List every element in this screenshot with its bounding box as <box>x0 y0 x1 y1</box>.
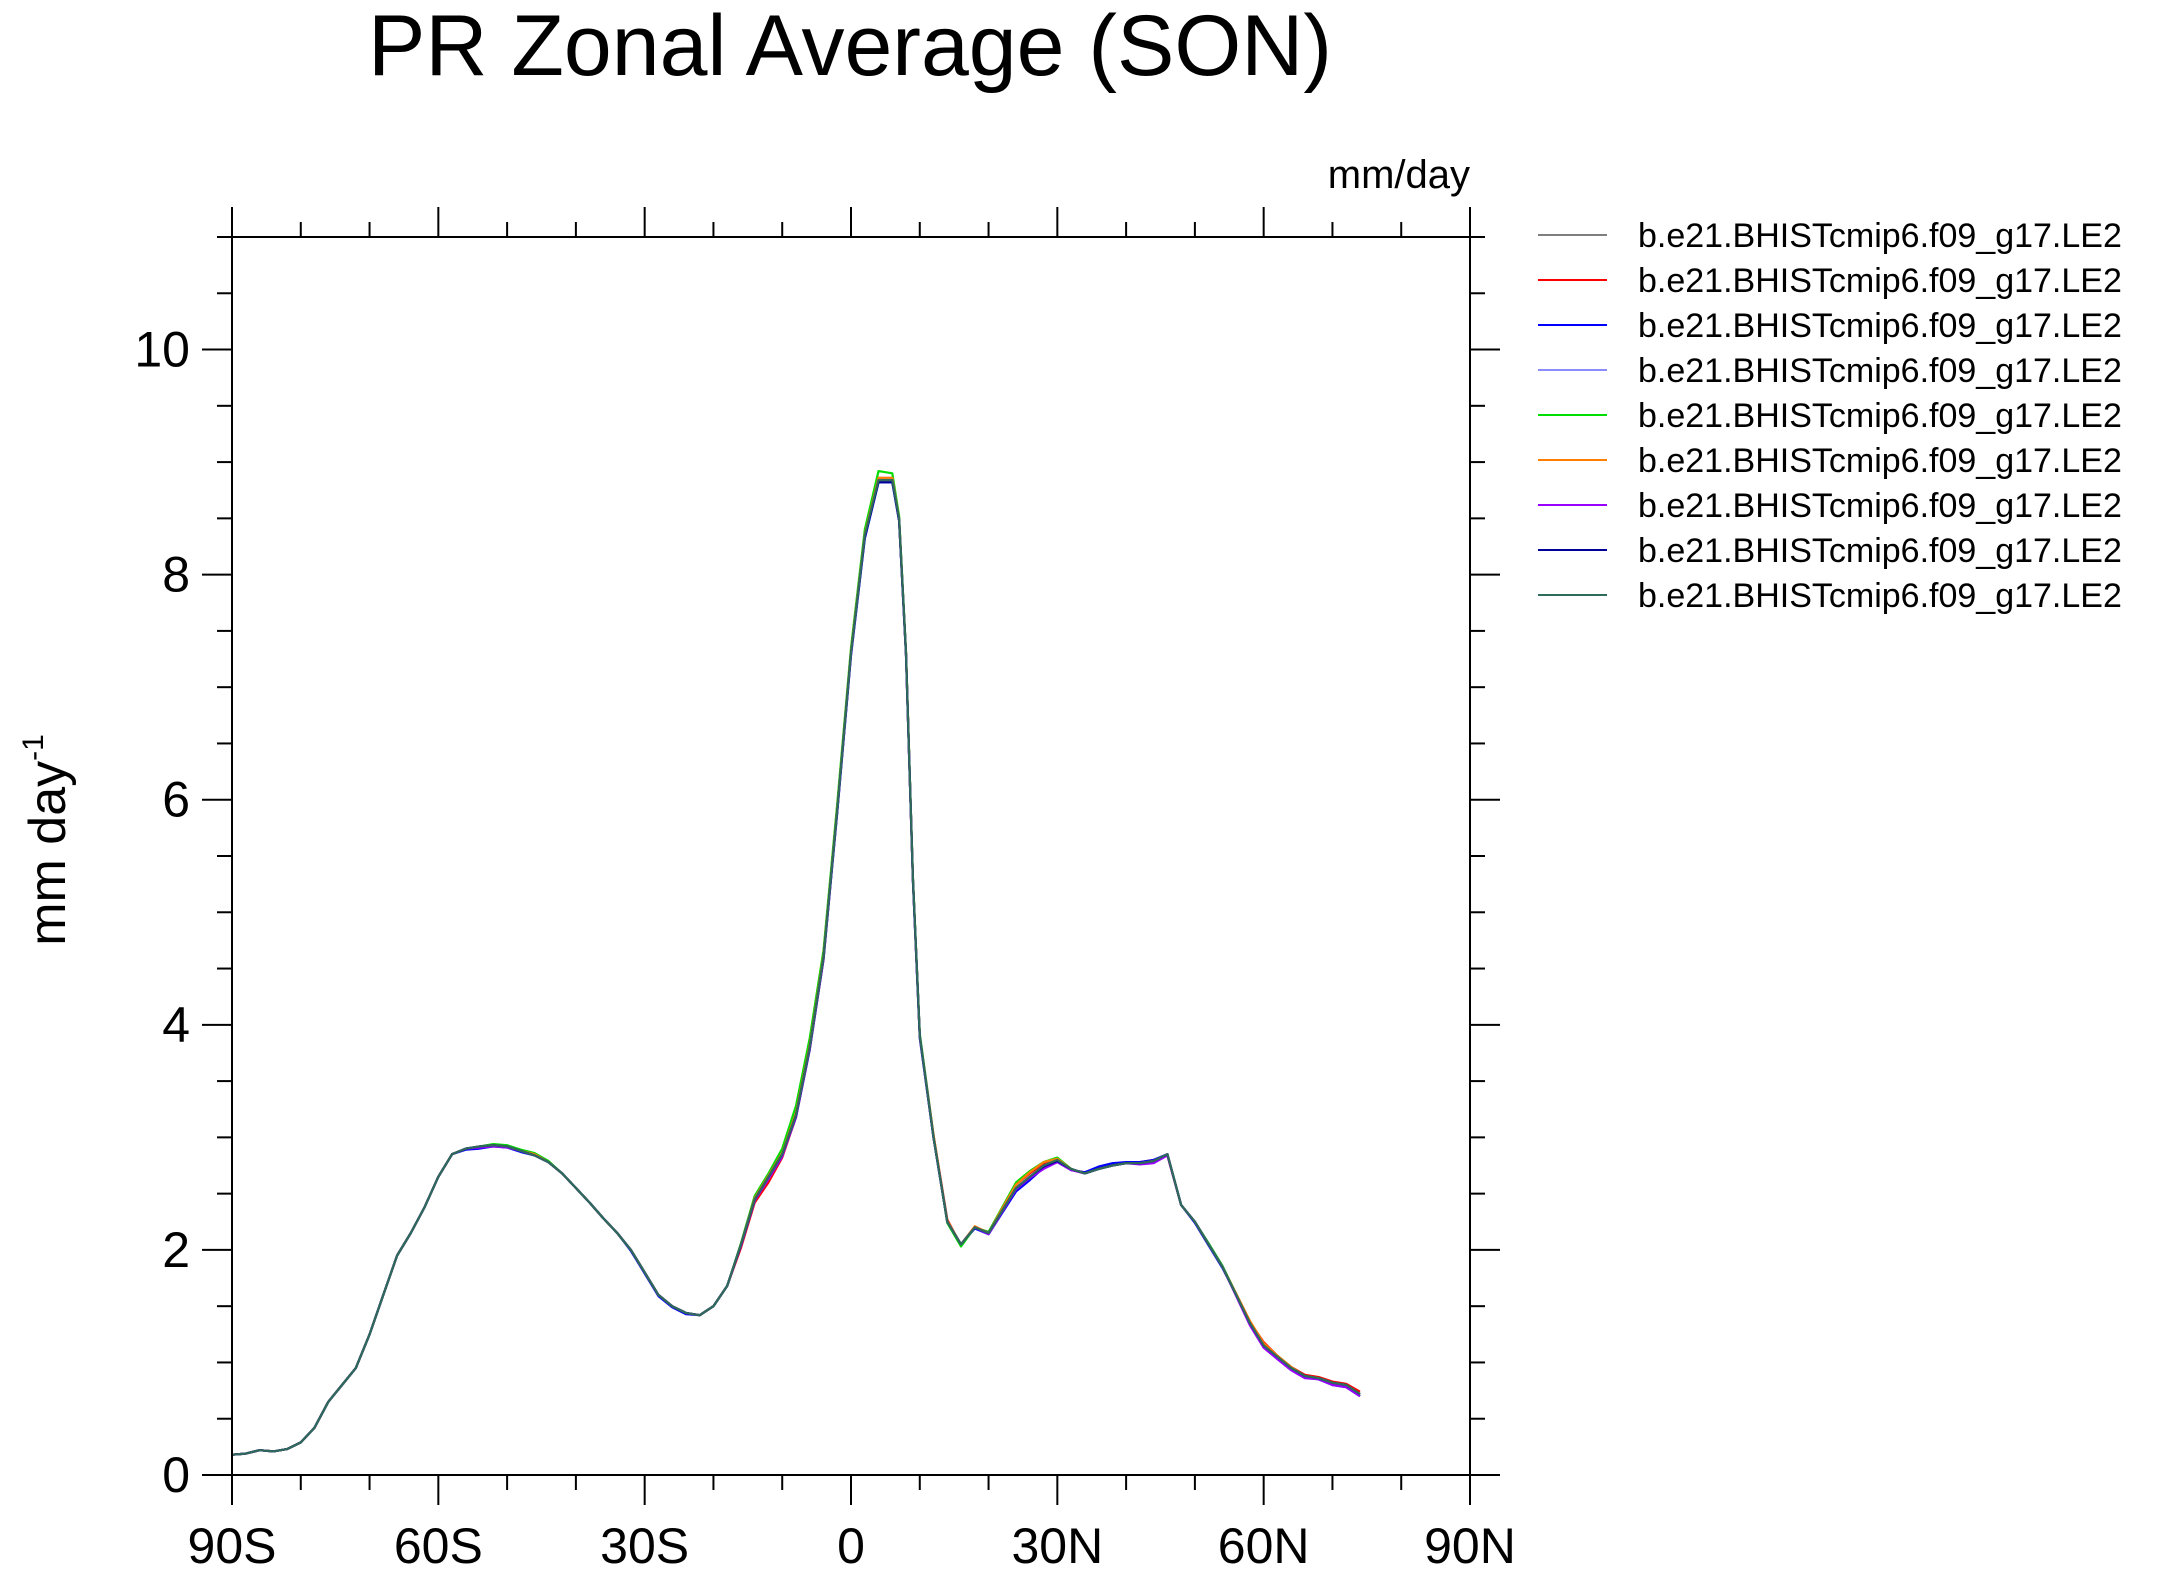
tick-labels: 90S 60S 30S 0 30N 60N 90N 0 2 4 6 8 10 <box>134 322 1515 1574</box>
series-line-2 <box>231 476 1361 1456</box>
legend-label-7: b.e21.BHISTcmip6.f09_g17.LE2 <box>1638 487 2122 525</box>
series-line-4 <box>231 476 1361 1456</box>
x-tick-label: 90S <box>188 1518 277 1574</box>
series-line-6 <box>231 476 1361 1456</box>
x-tick-label: 30N <box>1011 1518 1103 1574</box>
legend-label-1: b.e21.BHISTcmip6.f09_g17.LE2 <box>1638 217 2122 255</box>
legend-label-8: b.e21.BHISTcmip6.f09_g17.LE2 <box>1638 532 2122 570</box>
y-tick-label: 6 <box>162 772 190 828</box>
y-tick-label: 0 <box>162 1447 190 1503</box>
series-line-8 <box>231 481 1361 1456</box>
x-tick-label: 60N <box>1218 1518 1310 1574</box>
series-line-1 <box>231 477 1361 1456</box>
y-axis-label: mm day-1 <box>17 734 77 946</box>
axis-ticks <box>202 207 1500 1505</box>
legend: b.e21.BHISTcmip6.f09_g17.LE2 b.e21.BHISTc… <box>1538 217 2122 615</box>
y-axis-label-text: mm day <box>19 761 77 946</box>
y-tick-label: 2 <box>162 1222 190 1278</box>
legend-label-2: b.e21.BHISTcmip6.f09_g17.LE2 <box>1638 262 2122 300</box>
series-line-5 <box>231 470 1361 1456</box>
y-tick-label: 10 <box>134 322 190 378</box>
legend-label-3: b.e21.BHISTcmip6.f09_g17.LE2 <box>1638 307 2122 345</box>
series-line-3 <box>231 481 1361 1456</box>
series-lines <box>231 470 1361 1456</box>
y-axis-label-superscript: -1 <box>17 734 50 761</box>
series-line-7 <box>231 479 1361 1456</box>
y-tick-label: 8 <box>162 547 190 603</box>
legend-label-5: b.e21.BHISTcmip6.f09_g17.LE2 <box>1638 397 2122 435</box>
x-tick-label: 60S <box>394 1518 483 1574</box>
x-tick-label: 0 <box>837 1518 865 1574</box>
x-tick-label: 90N <box>1424 1518 1516 1574</box>
series-line-9 <box>231 479 1361 1456</box>
legend-label-6: b.e21.BHISTcmip6.f09_g17.LE2 <box>1638 442 2122 480</box>
legend-label-4: b.e21.BHISTcmip6.f09_g17.LE2 <box>1638 352 2122 390</box>
y-tick-label: 4 <box>162 997 190 1053</box>
svg-text:mm day-1: mm day-1 <box>17 734 77 946</box>
legend-label-9: b.e21.BHISTcmip6.f09_g17.LE2 <box>1638 577 2122 615</box>
plot-frame <box>231 236 1471 1476</box>
chart-title: PR Zonal Average (SON) <box>368 0 1332 94</box>
units-label: mm/day <box>1328 153 1470 197</box>
x-tick-label: 30S <box>600 1518 689 1574</box>
